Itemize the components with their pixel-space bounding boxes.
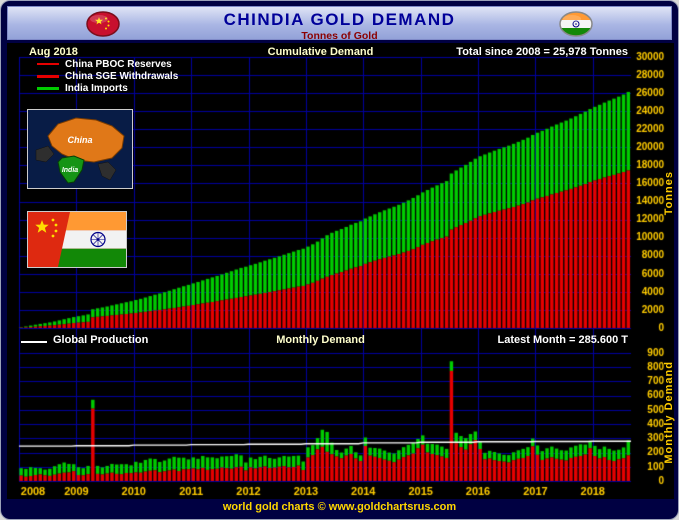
global-production-line-swatch (21, 341, 47, 343)
total-label: Total since 2008 = 25,978 Tonnes (456, 46, 628, 58)
legend-item-sge: China SGE Withdrawals (37, 70, 178, 82)
period-label: Aug 2018 (29, 46, 78, 58)
cumulative-demand-label: Cumulative Demand (267, 46, 374, 58)
page-subtitle: Tonnes of Gold (301, 30, 378, 42)
legend-item-pboc: China PBOC Reserves (37, 58, 178, 70)
legend: China PBOC Reserves China SGE Withdrawal… (37, 58, 178, 94)
legend-label: India Imports (65, 82, 128, 94)
india-flag-icon (559, 11, 593, 37)
global-production-label: Global Production (53, 334, 149, 346)
chindia-map-inset: China India (27, 109, 133, 189)
chart-area: Aug 2018 Cumulative Demand Total since 2… (7, 43, 675, 499)
header: CHINDIA GOLD DEMAND Tonnes of Gold (7, 6, 672, 42)
footer-credit: world gold charts © www.goldchartsrus.co… (222, 501, 457, 513)
china-flag-icon (86, 11, 120, 37)
map-china-label: China (67, 135, 92, 145)
latest-month-label: Latest Month = 285.600 T (497, 334, 628, 346)
sge-line-swatch (37, 74, 59, 78)
legend-label: China PBOC Reserves (65, 58, 172, 70)
india-line-swatch (37, 86, 59, 90)
pboc-line-swatch (37, 63, 59, 65)
legend-label: China SGE Withdrawals (65, 70, 179, 82)
tonnes-axis-title: Tonnes (663, 171, 675, 216)
map-india-label: India (62, 167, 78, 174)
chindia-flags-inset (27, 211, 127, 268)
monthly-demand-label: Monthly Demand (276, 334, 365, 346)
page-title: CHINDIA GOLD DEMAND (223, 10, 456, 29)
legend-item-india: India Imports (37, 82, 178, 94)
monthly-demand-axis-title: Monthly Demand (663, 361, 675, 464)
